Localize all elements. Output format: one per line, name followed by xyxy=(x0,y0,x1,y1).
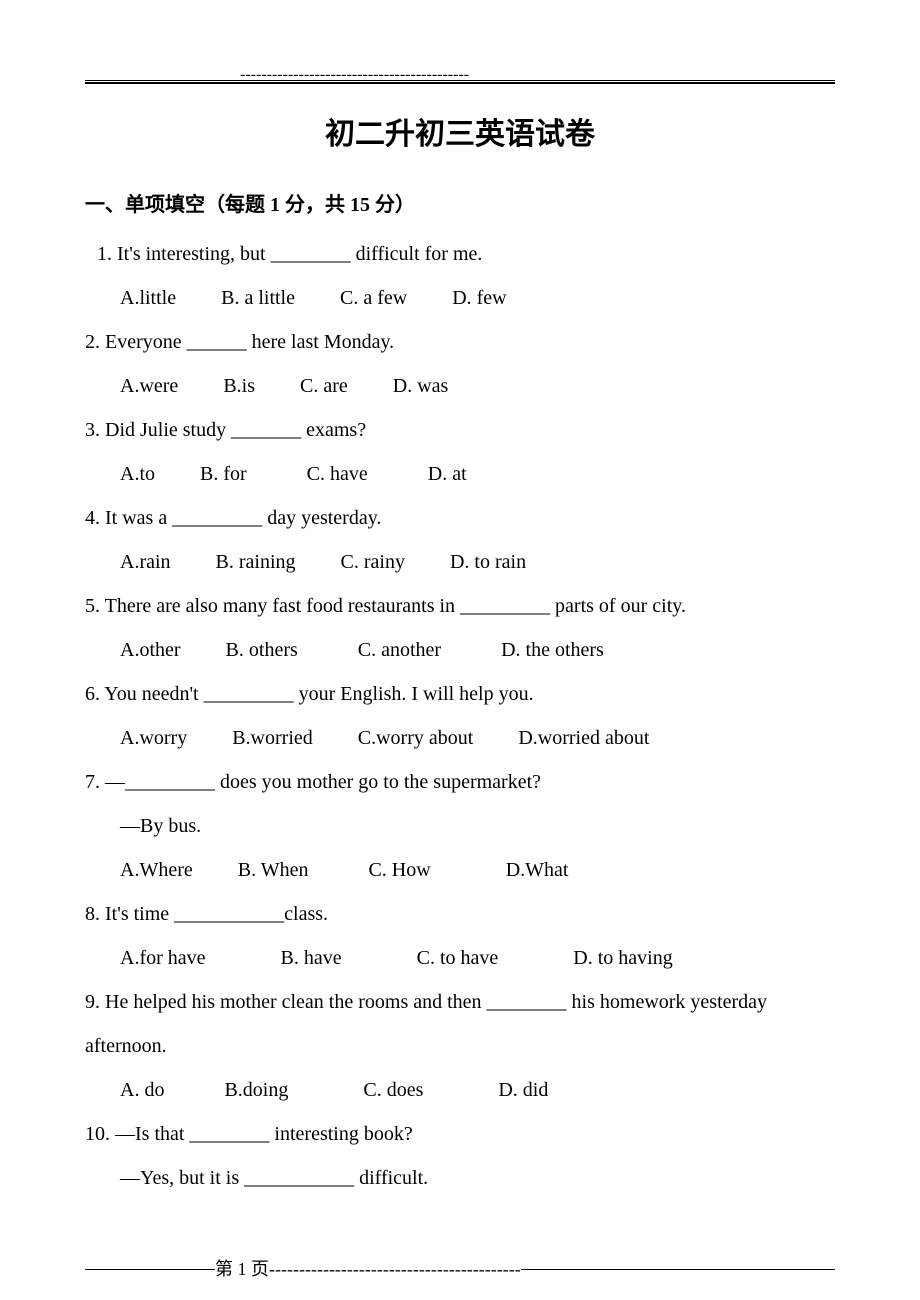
option-a: A.other xyxy=(120,628,181,672)
question-7: 7. —_________ does you mother go to the … xyxy=(85,760,835,804)
option-d: D. the others xyxy=(501,628,604,672)
option-c: C. another xyxy=(358,628,441,672)
option-c: C. to have xyxy=(417,936,499,980)
option-b: B. for xyxy=(200,452,247,496)
option-c: C.worry about xyxy=(358,716,474,760)
option-c: C. are xyxy=(300,364,348,408)
option-b: B. raining xyxy=(216,540,296,584)
option-d: D.worried about xyxy=(518,716,649,760)
option-d: D. did xyxy=(498,1068,548,1112)
option-b: B. When xyxy=(238,848,309,892)
option-d: D. few xyxy=(452,276,506,320)
question-4-options: A.rain B. raining C. rainy D. to rain xyxy=(85,540,835,584)
option-b: B. have xyxy=(281,936,342,980)
footer-text: 第 1 页-----------------------------------… xyxy=(215,1255,521,1281)
option-a: A. do xyxy=(120,1068,164,1112)
option-b: B.worried xyxy=(232,716,313,760)
option-a: A.were xyxy=(120,364,178,408)
question-10: 10. —Is that ________ interesting book? xyxy=(85,1112,835,1156)
question-7-options: A.Where B. When C. How D.What xyxy=(85,848,835,892)
option-a: A.rain xyxy=(120,540,171,584)
question-9: 9. He helped his mother clean the rooms … xyxy=(85,980,835,1068)
question-10-sub: —Yes, but it is ___________ difficult. xyxy=(85,1156,835,1200)
header-divider: ----------------------------------------… xyxy=(85,80,835,84)
option-d: D.What xyxy=(506,848,569,892)
option-b: B.is xyxy=(223,364,255,408)
option-c: C. rainy xyxy=(341,540,405,584)
option-c: C. does xyxy=(363,1068,423,1112)
question-7-sub: —By bus. xyxy=(85,804,835,848)
option-a: A.little xyxy=(120,276,176,320)
question-4: 4. It was a _________ day yesterday. xyxy=(85,496,835,540)
option-a: A.Where xyxy=(120,848,193,892)
question-3: 3. Did Julie study _______ exams? xyxy=(85,408,835,452)
option-c: C. How xyxy=(368,848,430,892)
question-8: 8. It's time ___________class. xyxy=(85,892,835,936)
page-title: 初二升初三英语试卷 xyxy=(85,109,835,153)
question-2: 2. Everyone ______ here last Monday. xyxy=(85,320,835,364)
footer-dashes: ----------------------------------------… xyxy=(269,1259,521,1279)
question-6-options: A.worry B.worried C.worry about D.worrie… xyxy=(85,716,835,760)
option-d: D. to rain xyxy=(450,540,526,584)
question-6: 6. You needn't _________ your English. I… xyxy=(85,672,835,716)
header-dashes: ----------------------------------------… xyxy=(240,66,469,84)
question-1: 1. It's interesting, but ________ diffic… xyxy=(85,232,835,276)
section-heading: 一、单项填空（每题 1 分，共 15 分） xyxy=(85,188,835,217)
question-2-options: A.were B.is C. are D. was xyxy=(85,364,835,408)
option-c: C. have xyxy=(307,452,368,496)
option-b: B. a little xyxy=(221,276,295,320)
question-8-options: A.for have B. have C. to have D. to havi… xyxy=(85,936,835,980)
option-d: D. to having xyxy=(573,936,672,980)
option-c: C. a few xyxy=(340,276,407,320)
question-3-options: A.to B. for C. have D. at xyxy=(85,452,835,496)
question-5: 5. There are also many fast food restaur… xyxy=(85,584,835,628)
option-b: B.doing xyxy=(224,1068,288,1112)
page-number: 第 1 页 xyxy=(215,1259,269,1279)
option-a: A.worry xyxy=(120,716,187,760)
option-b: B. others xyxy=(226,628,298,672)
question-9-options: A. do B.doing C. does D. did xyxy=(85,1068,835,1112)
question-5-options: A.other B. others C. another D. the othe… xyxy=(85,628,835,672)
question-1-options: A.little B. a little C. a few D. few xyxy=(85,276,835,320)
option-a: A.to xyxy=(120,452,155,496)
footer: 第 1 页-----------------------------------… xyxy=(85,1269,835,1270)
option-d: D. was xyxy=(393,364,449,408)
option-d: D. at xyxy=(428,452,467,496)
option-a: A.for have xyxy=(120,936,206,980)
